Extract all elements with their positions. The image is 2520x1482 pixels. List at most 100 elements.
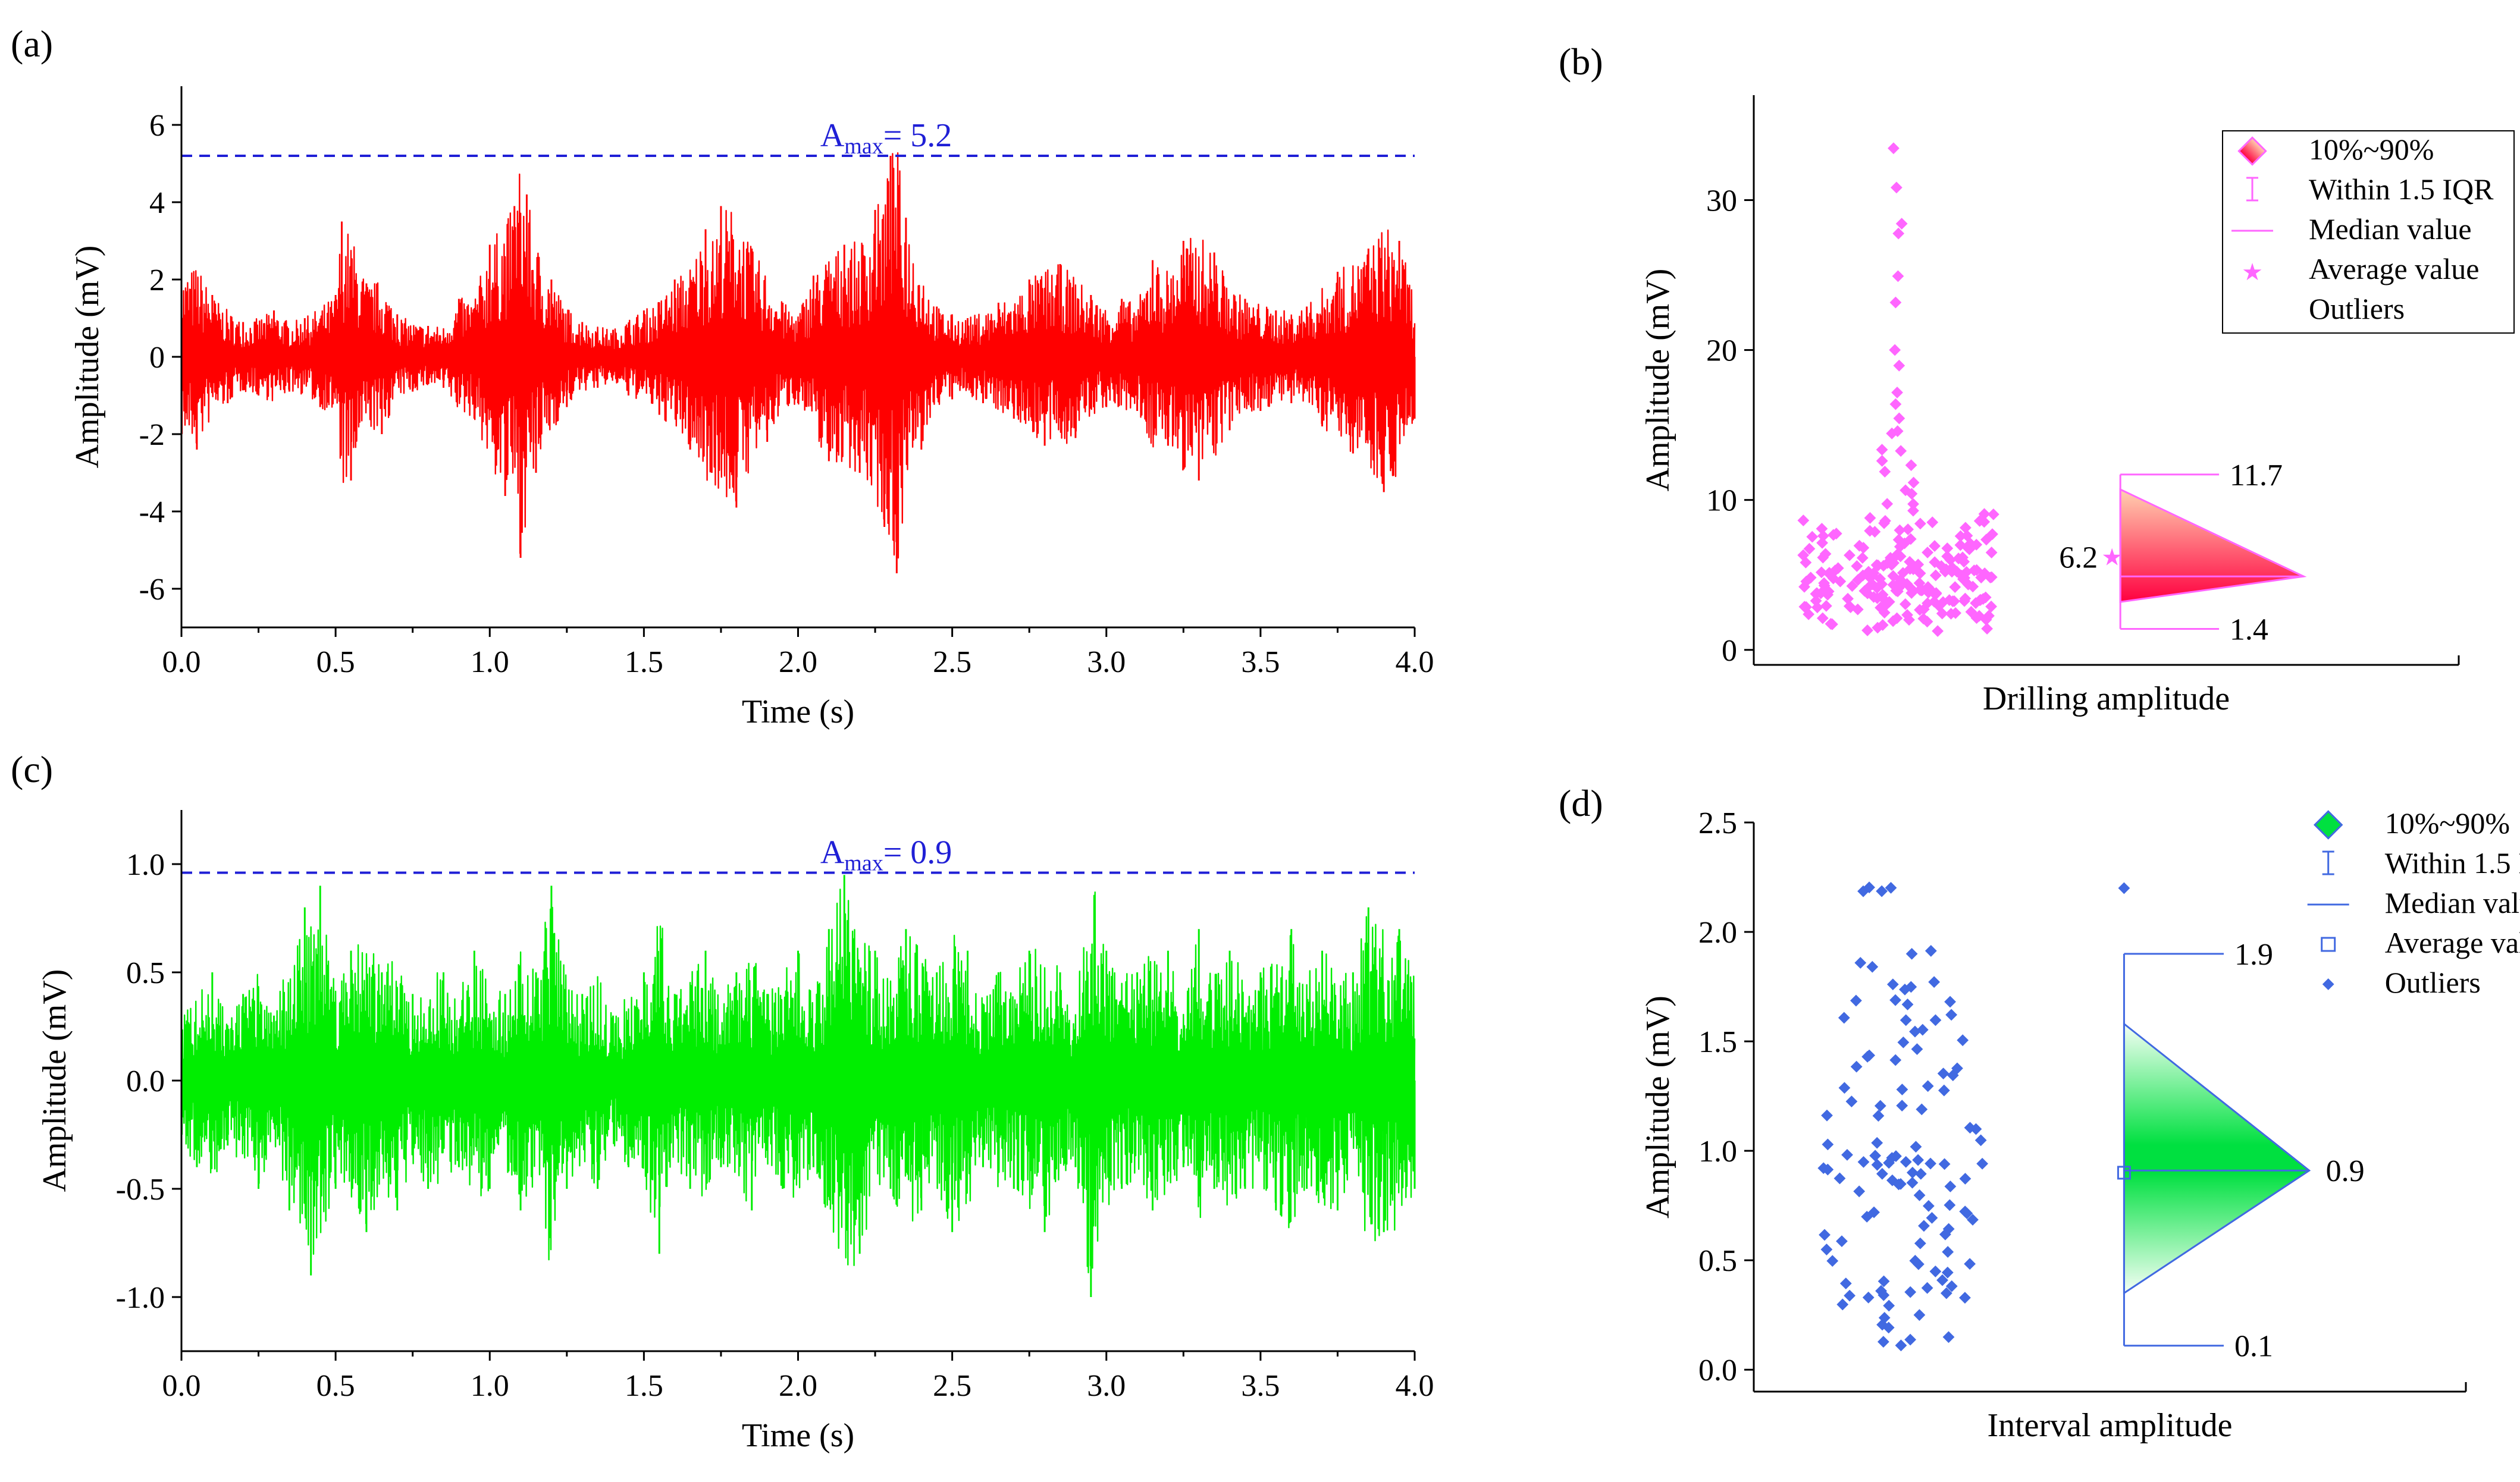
- data-point: [1903, 614, 1915, 626]
- legend-label: Median value: [2385, 886, 2520, 919]
- data-point: [1913, 1309, 1926, 1321]
- data-point: [1874, 1100, 1886, 1112]
- data-point: [1948, 595, 1960, 607]
- whisker-high-label: 1.9: [2234, 938, 2273, 972]
- data-point: [1976, 1157, 1989, 1170]
- data-point: [1798, 580, 1810, 593]
- panel-a: (a) Amax= 5.2 0.0 0.5 1.0 1.5 2.0 2.5 3.0 3.5 4.0 -…: [11, 23, 1434, 730]
- data-point: [1941, 542, 1954, 554]
- data-point: [1900, 1156, 1912, 1168]
- x-axis-title: Time (s): [742, 1417, 854, 1454]
- data-point: [1819, 1229, 1831, 1241]
- data-point: [1985, 600, 1998, 613]
- legend-swatch-mean: ★: [2242, 259, 2263, 285]
- data-point: [1895, 1339, 1907, 1352]
- x-tick-label: 1.5: [625, 1369, 663, 1403]
- x-tick-label: 1.0: [471, 645, 509, 679]
- data-point: [1913, 1189, 1926, 1201]
- signal-line: [180, 152, 1416, 559]
- data-point: [1939, 1228, 1951, 1241]
- y-axis-title: Amplitude (mV): [1640, 996, 1676, 1219]
- data-point: [1897, 1036, 1910, 1048]
- data-point: [1881, 498, 1894, 510]
- x-tick-label: 3.0: [1087, 645, 1126, 679]
- data-point: [1893, 412, 1905, 425]
- data-point: [1894, 550, 1907, 563]
- data-point: [1857, 542, 1870, 554]
- data-point: [1937, 1067, 1949, 1080]
- data-point: [1878, 517, 1890, 529]
- data-point: [1985, 547, 1998, 558]
- data-point: [1826, 1255, 1839, 1267]
- data-point: [1947, 1069, 1959, 1081]
- legend-label: Average value: [2385, 926, 2520, 959]
- data-point: [1876, 885, 1888, 897]
- data-point: [1980, 614, 1992, 626]
- amax-base: A: [820, 834, 845, 871]
- data-point: [1821, 1109, 1833, 1122]
- legend-swatch-whisker: [2322, 850, 2334, 875]
- outlier-point: [2118, 882, 2130, 894]
- data-point: [1944, 1180, 1957, 1192]
- data-point: [1839, 1277, 1852, 1290]
- data-point: [1970, 612, 1983, 624]
- data-point: [1916, 1103, 1928, 1116]
- y-tick-label: 20: [1706, 334, 1737, 368]
- y-tick-label: 10: [1706, 484, 1737, 518]
- data-point: [1844, 549, 1855, 561]
- x-tick-label: 1.5: [625, 645, 663, 679]
- data-point: [1797, 514, 1810, 527]
- x-tick-label: 4.0: [1396, 1369, 1434, 1403]
- data-point: [1945, 1280, 1958, 1292]
- y-tick-label: 0.0: [126, 1065, 165, 1098]
- data-point: [1925, 1157, 1936, 1170]
- data-point: [1889, 398, 1902, 410]
- data-point: [1885, 881, 1897, 894]
- data-point: [1901, 999, 1914, 1010]
- data-point: [1936, 1274, 1948, 1286]
- data-point: [1872, 1110, 1885, 1122]
- data-point: [1816, 523, 1828, 535]
- data-point: [1804, 572, 1817, 584]
- data-point: [1899, 983, 1911, 996]
- data-point: [1822, 1138, 1834, 1151]
- data-point: [1886, 978, 1899, 991]
- x-axis-title: Time (s): [742, 693, 854, 730]
- data-point: [1803, 542, 1816, 555]
- whisker-low-label: 0.1: [2234, 1330, 2273, 1364]
- data-point: [1904, 1333, 1917, 1346]
- data-point: [1889, 1054, 1902, 1066]
- data-point: [1892, 270, 1904, 282]
- amax-sub: max: [844, 134, 883, 159]
- data-point: [1871, 1136, 1883, 1149]
- data-point: [1879, 599, 1892, 612]
- data-point: [1890, 585, 1902, 597]
- median-label: 0.9: [2326, 1154, 2365, 1188]
- data-point: [1852, 574, 1864, 586]
- data-point: [1974, 1134, 1987, 1147]
- data-point: [1883, 1299, 1895, 1312]
- legend-label: 10%~90%: [2309, 133, 2434, 166]
- panel-c: (c) Amax= 0.9 0.0 0.5 1.0 1.5 2.0 2.5 3.0 3.5 4.0 -…: [11, 748, 1434, 1454]
- data-point: [1921, 1282, 1933, 1294]
- data-point: [1879, 466, 1891, 478]
- data-point: [1914, 517, 1926, 530]
- data-point: [1854, 957, 1867, 969]
- y-tick-label: -4: [139, 495, 165, 529]
- data-point: [1833, 1172, 1846, 1185]
- data-point: [1914, 604, 1926, 616]
- data-point: [1817, 551, 1829, 564]
- data-point: [1932, 625, 1944, 638]
- data-point: [1938, 1158, 1951, 1170]
- data-point: [1941, 1266, 1954, 1279]
- data-point: [1942, 1246, 1954, 1258]
- panel-label: (c): [11, 748, 53, 790]
- data-point: [1876, 1318, 1888, 1331]
- data-point: [1838, 1082, 1851, 1094]
- data-point: [1960, 522, 1972, 534]
- data-point: [1895, 1178, 1907, 1190]
- panel-label: (d): [1559, 782, 1603, 824]
- data-point: [1864, 512, 1876, 524]
- x-tick-label: 1.0: [471, 1369, 509, 1403]
- data-point: [1940, 1287, 1952, 1299]
